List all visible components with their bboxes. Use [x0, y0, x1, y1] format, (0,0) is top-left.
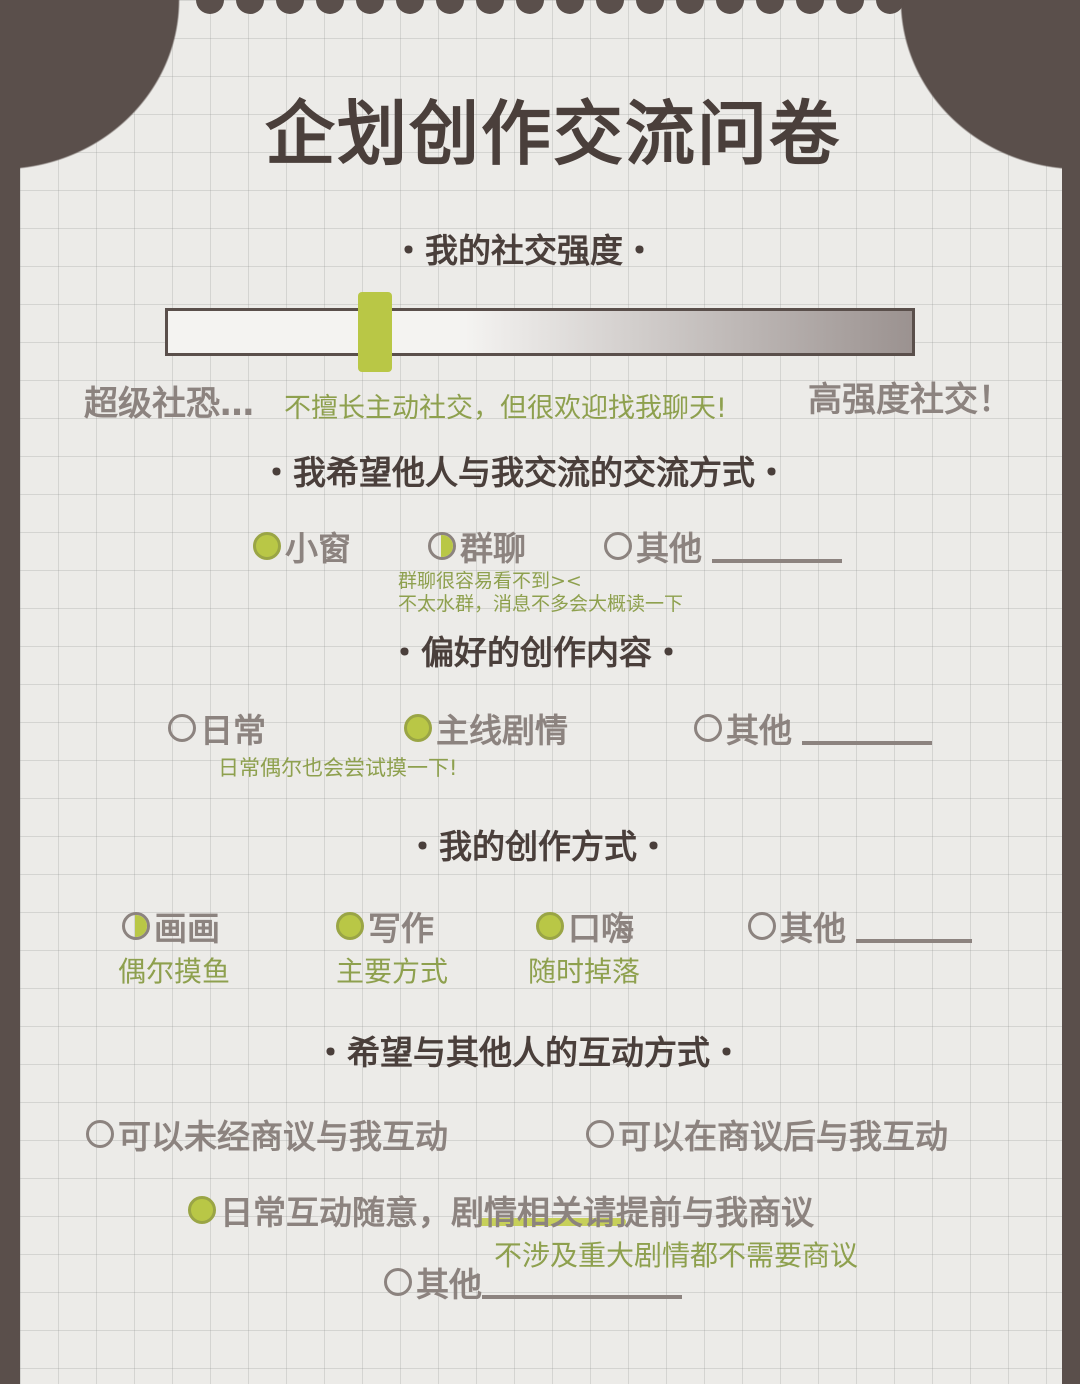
option-label: 日常 — [200, 711, 266, 750]
radio-icon[interactable] — [168, 714, 196, 742]
contact-note-2: 不太水群，消息不多会大概读一下 — [398, 593, 684, 615]
option-other-content[interactable]: 其他 — [694, 704, 932, 752]
binding-hole — [356, 0, 384, 14]
binding-hole — [596, 0, 624, 14]
binding-hole — [756, 0, 784, 14]
binding-hole — [516, 0, 544, 14]
option-label: 写作 — [368, 909, 434, 948]
radio-icon[interactable] — [188, 1196, 216, 1224]
binding-hole — [436, 0, 464, 14]
radio-icon[interactable] — [253, 532, 281, 560]
radio-icon[interactable] — [404, 714, 432, 742]
option-drawing[interactable]: 画画 — [122, 902, 220, 950]
writing-note: 主要方式 — [336, 955, 449, 988]
radio-icon[interactable] — [536, 912, 564, 940]
radio-icon[interactable] — [122, 912, 150, 940]
section-heading-contact: ・我希望他人与我交流的交流方式・ — [260, 453, 788, 492]
binding-hole — [796, 0, 824, 14]
radio-icon[interactable] — [748, 912, 776, 940]
section-heading-social: ・我的社交强度・ — [392, 231, 656, 270]
other-blank-line[interactable] — [856, 909, 972, 943]
other-blank-line[interactable] — [712, 529, 842, 563]
option-daily[interactable]: 日常 — [168, 704, 266, 752]
radio-icon[interactable] — [604, 532, 632, 560]
option-label: 其他 — [726, 711, 792, 750]
talking-note: 随时掉落 — [528, 955, 641, 988]
option-group-chat[interactable]: 群聊 — [428, 522, 526, 570]
option-talking[interactable]: 口嗨 — [536, 902, 634, 950]
content-note: 日常偶尔也会尝试摸一下! — [218, 756, 458, 780]
social-low-label: 超级社恐… — [84, 384, 254, 424]
social-level-bar — [165, 308, 915, 356]
option-label: 其他 — [636, 529, 702, 568]
binding-hole — [836, 0, 864, 14]
contact-note-1: 群聊很容易看不到>< — [398, 570, 582, 592]
drawing-note: 偶尔摸鱼 — [118, 955, 231, 988]
option-other-method[interactable]: 其他 — [748, 902, 972, 950]
binding-hole — [196, 0, 224, 14]
binding-hole — [476, 0, 504, 14]
binding-hole — [716, 0, 744, 14]
binding-hole — [316, 0, 344, 14]
binding-hole — [396, 0, 424, 14]
interaction-note: 不涉及重大剧情都不需要商议 — [494, 1239, 859, 1272]
paper-corner-cut-right — [900, 0, 1080, 170]
option-label: 小窗 — [285, 529, 351, 568]
binding-hole — [276, 0, 304, 14]
radio-icon[interactable] — [694, 714, 722, 742]
radio-icon[interactable] — [384, 1268, 412, 1296]
questionnaire-paper — [20, 0, 1062, 1384]
section-heading-interaction: ・希望与其他人的互动方式・ — [314, 1033, 743, 1072]
option-casual-daily-plot-discuss[interactable]: 日常互动随意，剧情相关请提前与我商议 — [188, 1186, 814, 1234]
other-blank-line[interactable] — [802, 711, 932, 745]
binding-hole — [236, 0, 264, 14]
option-other-contact[interactable]: 其他 — [604, 522, 842, 570]
radio-icon[interactable] — [336, 912, 364, 940]
option-label: 可以在商议后与我互动 — [618, 1117, 948, 1156]
binding-hole — [556, 0, 584, 14]
option-interact-after-discussion[interactable]: 可以在商议后与我互动 — [586, 1110, 948, 1158]
paper-corner-cut-left — [0, 0, 180, 170]
option-label: 口嗨 — [568, 909, 634, 948]
page-title: 企划创作交流问卷 — [265, 93, 841, 175]
section-heading-content: ・偏好的创作内容・ — [388, 633, 685, 672]
social-level-marker — [358, 292, 392, 372]
other-blank-line[interactable] — [482, 1265, 682, 1299]
option-label: 日常互动随意，剧情相关请提前与我商议 — [220, 1193, 814, 1232]
option-label: 其他 — [780, 909, 846, 948]
binding-hole — [676, 0, 704, 14]
option-interact-without-discussion[interactable]: 可以未经商议与我互动 — [86, 1110, 448, 1158]
option-label: 主线剧情 — [436, 711, 568, 750]
option-label: 画画 — [154, 909, 220, 948]
radio-icon[interactable] — [86, 1120, 114, 1148]
radio-icon[interactable] — [428, 532, 456, 560]
option-private-chat[interactable]: 小窗 — [253, 522, 351, 570]
section-heading-method: ・我的创作方式・ — [406, 827, 670, 866]
option-label: 可以未经商议与我互动 — [118, 1117, 448, 1156]
option-writing[interactable]: 写作 — [336, 902, 434, 950]
social-note: 不擅长主动社交，但很欢迎找我聊天! — [284, 393, 727, 424]
option-main-plot[interactable]: 主线剧情 — [404, 704, 568, 752]
option-other-interaction[interactable]: 其他 — [384, 1258, 682, 1306]
binding-hole — [876, 0, 904, 14]
binding-hole — [636, 0, 664, 14]
highlight-underline — [478, 1218, 626, 1226]
radio-icon[interactable] — [586, 1120, 614, 1148]
option-label: 其他 — [416, 1265, 482, 1304]
social-high-label: 高强度社交！ — [808, 380, 1012, 420]
option-label: 群聊 — [460, 529, 526, 568]
